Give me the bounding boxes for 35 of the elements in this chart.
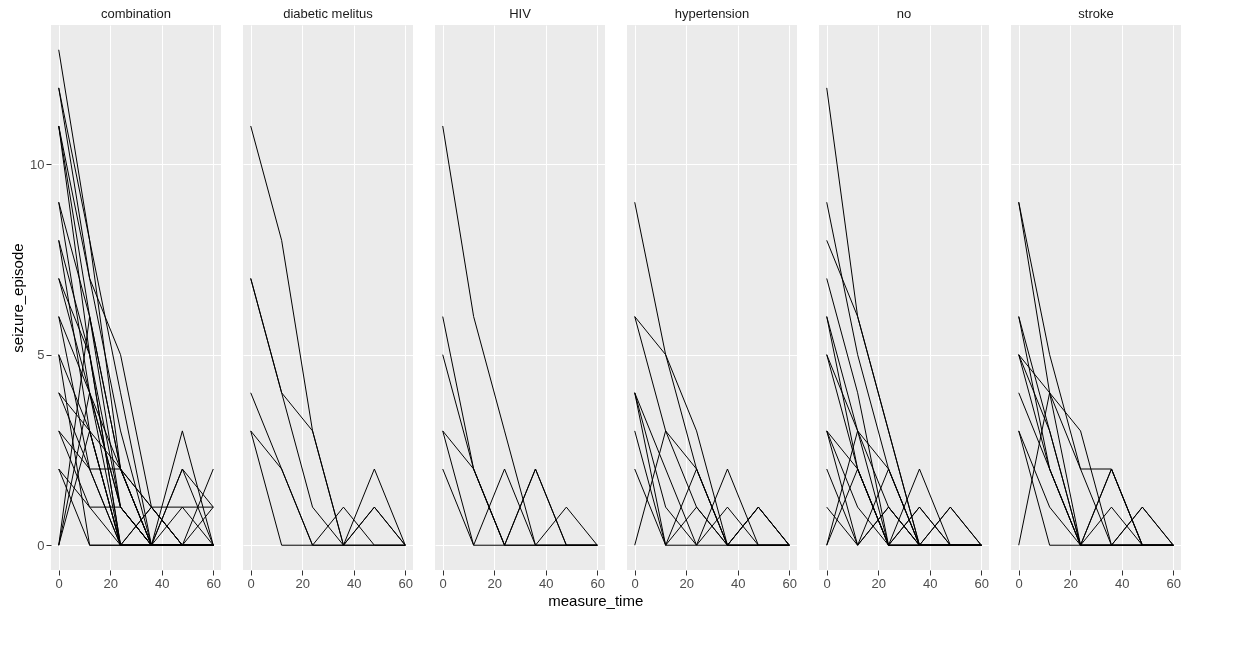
x-tick-label: 0 [1015, 575, 1023, 591]
x-tick-label: 0 [247, 575, 255, 591]
x-tick-label: 40 [731, 575, 746, 591]
x-axis-title: measure_time [548, 592, 644, 609]
chart-title: diabetic melitus [283, 6, 374, 21]
x-tick-label: 60 [974, 575, 990, 591]
x-tick-label: 40 [923, 575, 938, 591]
x-tick-label: 0 [439, 575, 447, 591]
chart-title: HIV [509, 6, 532, 21]
x-tick-label: 40 [1115, 575, 1130, 591]
x-tick-label: 60 [590, 575, 606, 591]
y-tick-label: 10 [30, 156, 45, 172]
x-tick-label: 0 [823, 575, 831, 591]
x-tick-label: 20 [871, 575, 886, 591]
y-tick-label: 5 [37, 347, 45, 363]
x-tick-label: 60 [782, 575, 798, 591]
chart-title: no [896, 6, 912, 21]
x-tick-label: 40 [539, 575, 554, 591]
chart-title: combination [100, 6, 172, 21]
x-tick-label: 20 [487, 575, 502, 591]
x-tick-label: 0 [631, 575, 639, 591]
x-tick-label: 20 [103, 575, 118, 591]
x-tick-label: 60 [398, 575, 414, 591]
y-tick-label: 0 [37, 537, 45, 553]
x-tick-label: 40 [155, 575, 170, 591]
y-axis-title: seizure_episode [9, 243, 27, 353]
x-tick-label: 60 [206, 575, 222, 591]
chart-title: stroke [1078, 6, 1114, 21]
x-tick-label: 0 [55, 575, 63, 591]
x-tick-label: 20 [1063, 575, 1078, 591]
x-tick-label: 60 [1166, 575, 1182, 591]
x-tick-label: 20 [679, 575, 694, 591]
x-tick-label: 40 [347, 575, 362, 591]
x-tick-label: 20 [295, 575, 310, 591]
chart-title: hypertension [674, 6, 750, 21]
